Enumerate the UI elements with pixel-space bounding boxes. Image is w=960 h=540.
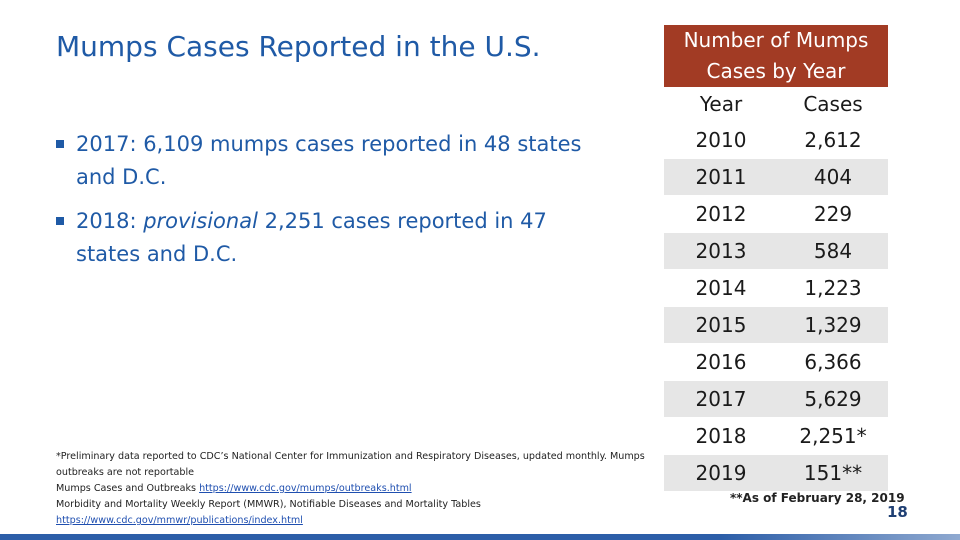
- bullet-text: 2017: 6,109 mumps cases reported in 48 s…: [76, 132, 582, 189]
- slide-title: Mumps Cases Reported in the U.S.: [56, 30, 541, 63]
- bullet-2017: 2017: 6,109 mumps cases reported in 48 s…: [56, 128, 616, 194]
- mmwr-link[interactable]: https://www.cdc.gov/mmwr/publications/in…: [56, 515, 303, 526]
- bullet-2018: 2018: provisional 2,251 cases reported i…: [56, 205, 616, 271]
- cases-cell: 1,329: [778, 306, 888, 344]
- footnote: *Preliminary data reported to CDC’s Nati…: [56, 449, 666, 529]
- table-row: 2013 584: [664, 232, 888, 270]
- bullet-square-icon: [56, 217, 64, 225]
- table-body: 2010 2,612 2011 404 2012 229 2013 584 2014 1,223 2…: [664, 121, 888, 492]
- year-cell: 2018: [664, 417, 778, 455]
- bullet-text: 2018:: [76, 209, 144, 233]
- table-header-row: Year Cases: [664, 87, 888, 122]
- cases-cell: 229: [778, 195, 888, 233]
- footnote-source-line: Mumps Cases and Outbreaks https://www.cd…: [56, 481, 666, 497]
- table-row: 2019 151**: [664, 454, 888, 492]
- bullet-square-icon: [56, 140, 64, 148]
- table-row: 2012 229: [664, 195, 888, 233]
- year-cell: 2013: [664, 232, 778, 270]
- bullet-text-rest: 2,251 cases reported in 47 states and D.…: [76, 209, 547, 266]
- cases-cell: 404: [778, 158, 888, 196]
- table-row: 2018 2,251*: [664, 417, 888, 455]
- cases-cell: 151**: [778, 454, 888, 492]
- cases-table-grid: Year Cases 2010 2,612 2011 404 2012 229 2013 58…: [664, 87, 888, 492]
- year-cell: 2016: [664, 343, 778, 381]
- year-cell: 2019: [664, 454, 778, 492]
- cases-cell: 584: [778, 232, 888, 270]
- cases-cell: 2,612: [778, 121, 888, 159]
- as-of-note: **As of February 28, 2019: [730, 491, 905, 505]
- outbreaks-link[interactable]: https://www.cdc.gov/mumps/outbreaks.html: [199, 483, 412, 494]
- table-row: 2015 1,329: [664, 306, 888, 344]
- year-cell: 2010: [664, 121, 778, 159]
- cases-cell: 2,251*: [778, 417, 888, 455]
- cases-table: Number of Mumps Cases by Year Year Cases…: [664, 25, 888, 492]
- bottom-accent-bar: [0, 534, 960, 540]
- year-cell: 2015: [664, 306, 778, 344]
- cases-cell: 6,366: [778, 343, 888, 381]
- column-header-cases: Cases: [778, 87, 888, 122]
- table-row: 2010 2,612: [664, 121, 888, 159]
- table-row: 2011 404: [664, 158, 888, 196]
- page-number: 18: [887, 503, 908, 521]
- year-cell: 2017: [664, 380, 778, 418]
- year-cell: 2014: [664, 269, 778, 307]
- table-title: Number of Mumps Cases by Year: [664, 25, 888, 87]
- column-header-year: Year: [664, 87, 778, 122]
- table-row: 2014 1,223: [664, 269, 888, 307]
- year-cell: 2012: [664, 195, 778, 233]
- year-cell: 2011: [664, 158, 778, 196]
- footnote-source-label: Mumps Cases and Outbreaks: [56, 483, 200, 494]
- cases-cell: 1,223: [778, 269, 888, 307]
- table-row: 2016 6,366: [664, 343, 888, 381]
- footnote-mmwr: Morbidity and Mortality Weekly Report (M…: [56, 499, 481, 510]
- footnote-preliminary: *Preliminary data reported to CDC’s Nati…: [56, 451, 645, 478]
- cases-cell: 5,629: [778, 380, 888, 418]
- table-row: 2017 5,629: [664, 380, 888, 418]
- bullet-italic-text: provisional: [143, 209, 258, 233]
- bullet-list: 2017: 6,109 mumps cases reported in 48 s…: [56, 128, 616, 282]
